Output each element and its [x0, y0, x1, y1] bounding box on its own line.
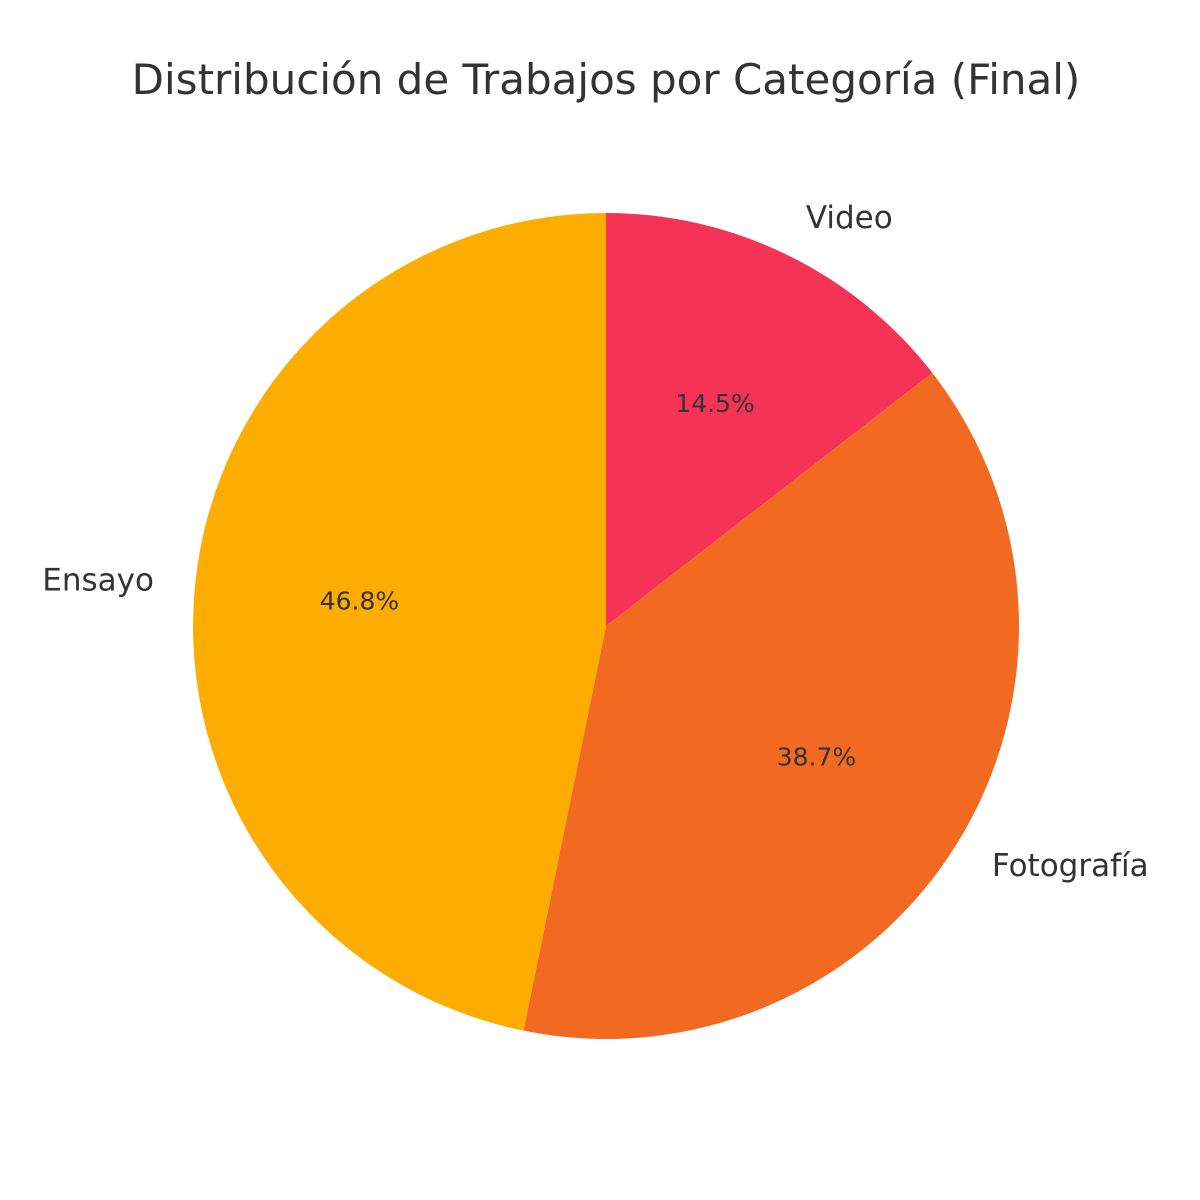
category-label-fotografia: Fotografía — [992, 848, 1149, 884]
chart-title: Distribución de Trabajos por Categoría (… — [132, 55, 1081, 104]
category-label-video: Video — [806, 200, 893, 236]
pct-label-fotografia: 38.7% — [777, 742, 856, 771]
pie-slice-video — [606, 213, 933, 626]
pie-slice-ensayo — [192, 213, 606, 1031]
pie-slices — [192, 213, 1020, 1040]
category-label-ensayo: Ensayo — [42, 562, 154, 598]
pie-labels: 14.5% Video 38.7% Fotografía 46.8% Ensayo — [42, 200, 1148, 884]
pie-slice-fotografia — [523, 372, 1020, 1040]
pct-label-ensayo: 46.8% — [320, 587, 399, 616]
pct-label-video: 14.5% — [675, 389, 754, 418]
